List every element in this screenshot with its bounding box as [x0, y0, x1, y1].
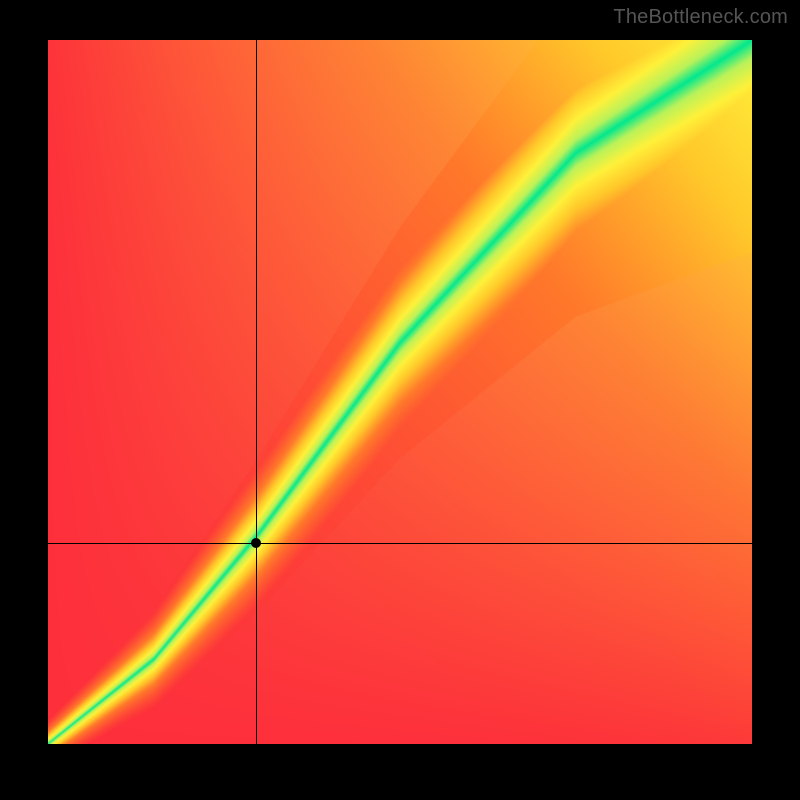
figure-container: TheBottleneck.com — [0, 0, 800, 800]
crosshair-horizontal — [48, 543, 752, 544]
crosshair-vertical — [256, 40, 257, 744]
heatmap-canvas — [48, 40, 752, 744]
plot-area — [48, 40, 752, 744]
watermark-text: TheBottleneck.com — [613, 6, 788, 29]
marker-dot — [251, 538, 261, 548]
